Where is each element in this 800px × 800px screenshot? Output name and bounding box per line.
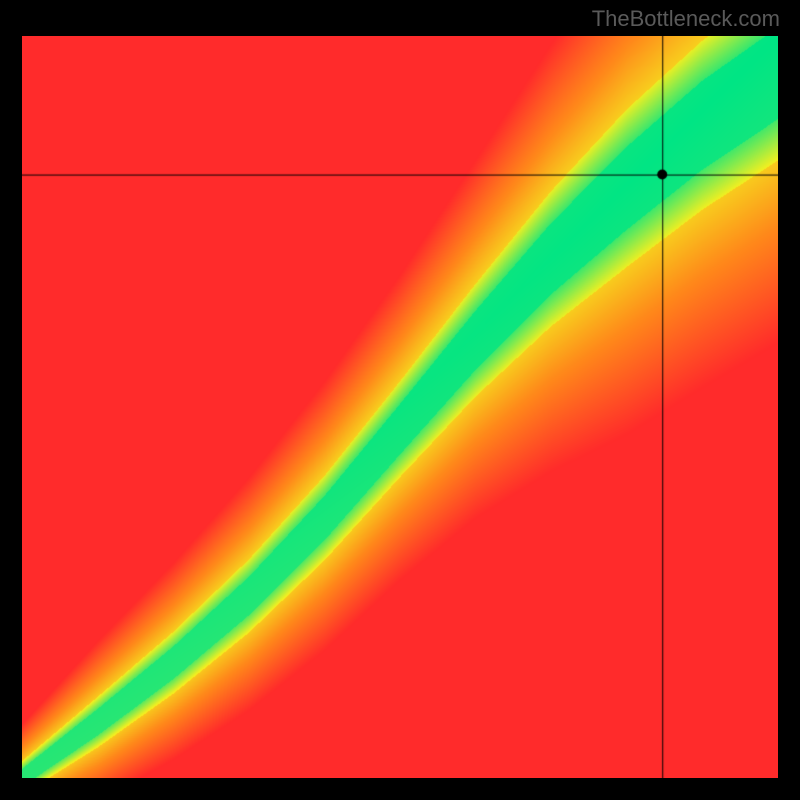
crosshair-overlay bbox=[0, 0, 800, 800]
chart-container: TheBottleneck.com bbox=[0, 0, 800, 800]
watermark-text: TheBottleneck.com bbox=[592, 6, 780, 32]
